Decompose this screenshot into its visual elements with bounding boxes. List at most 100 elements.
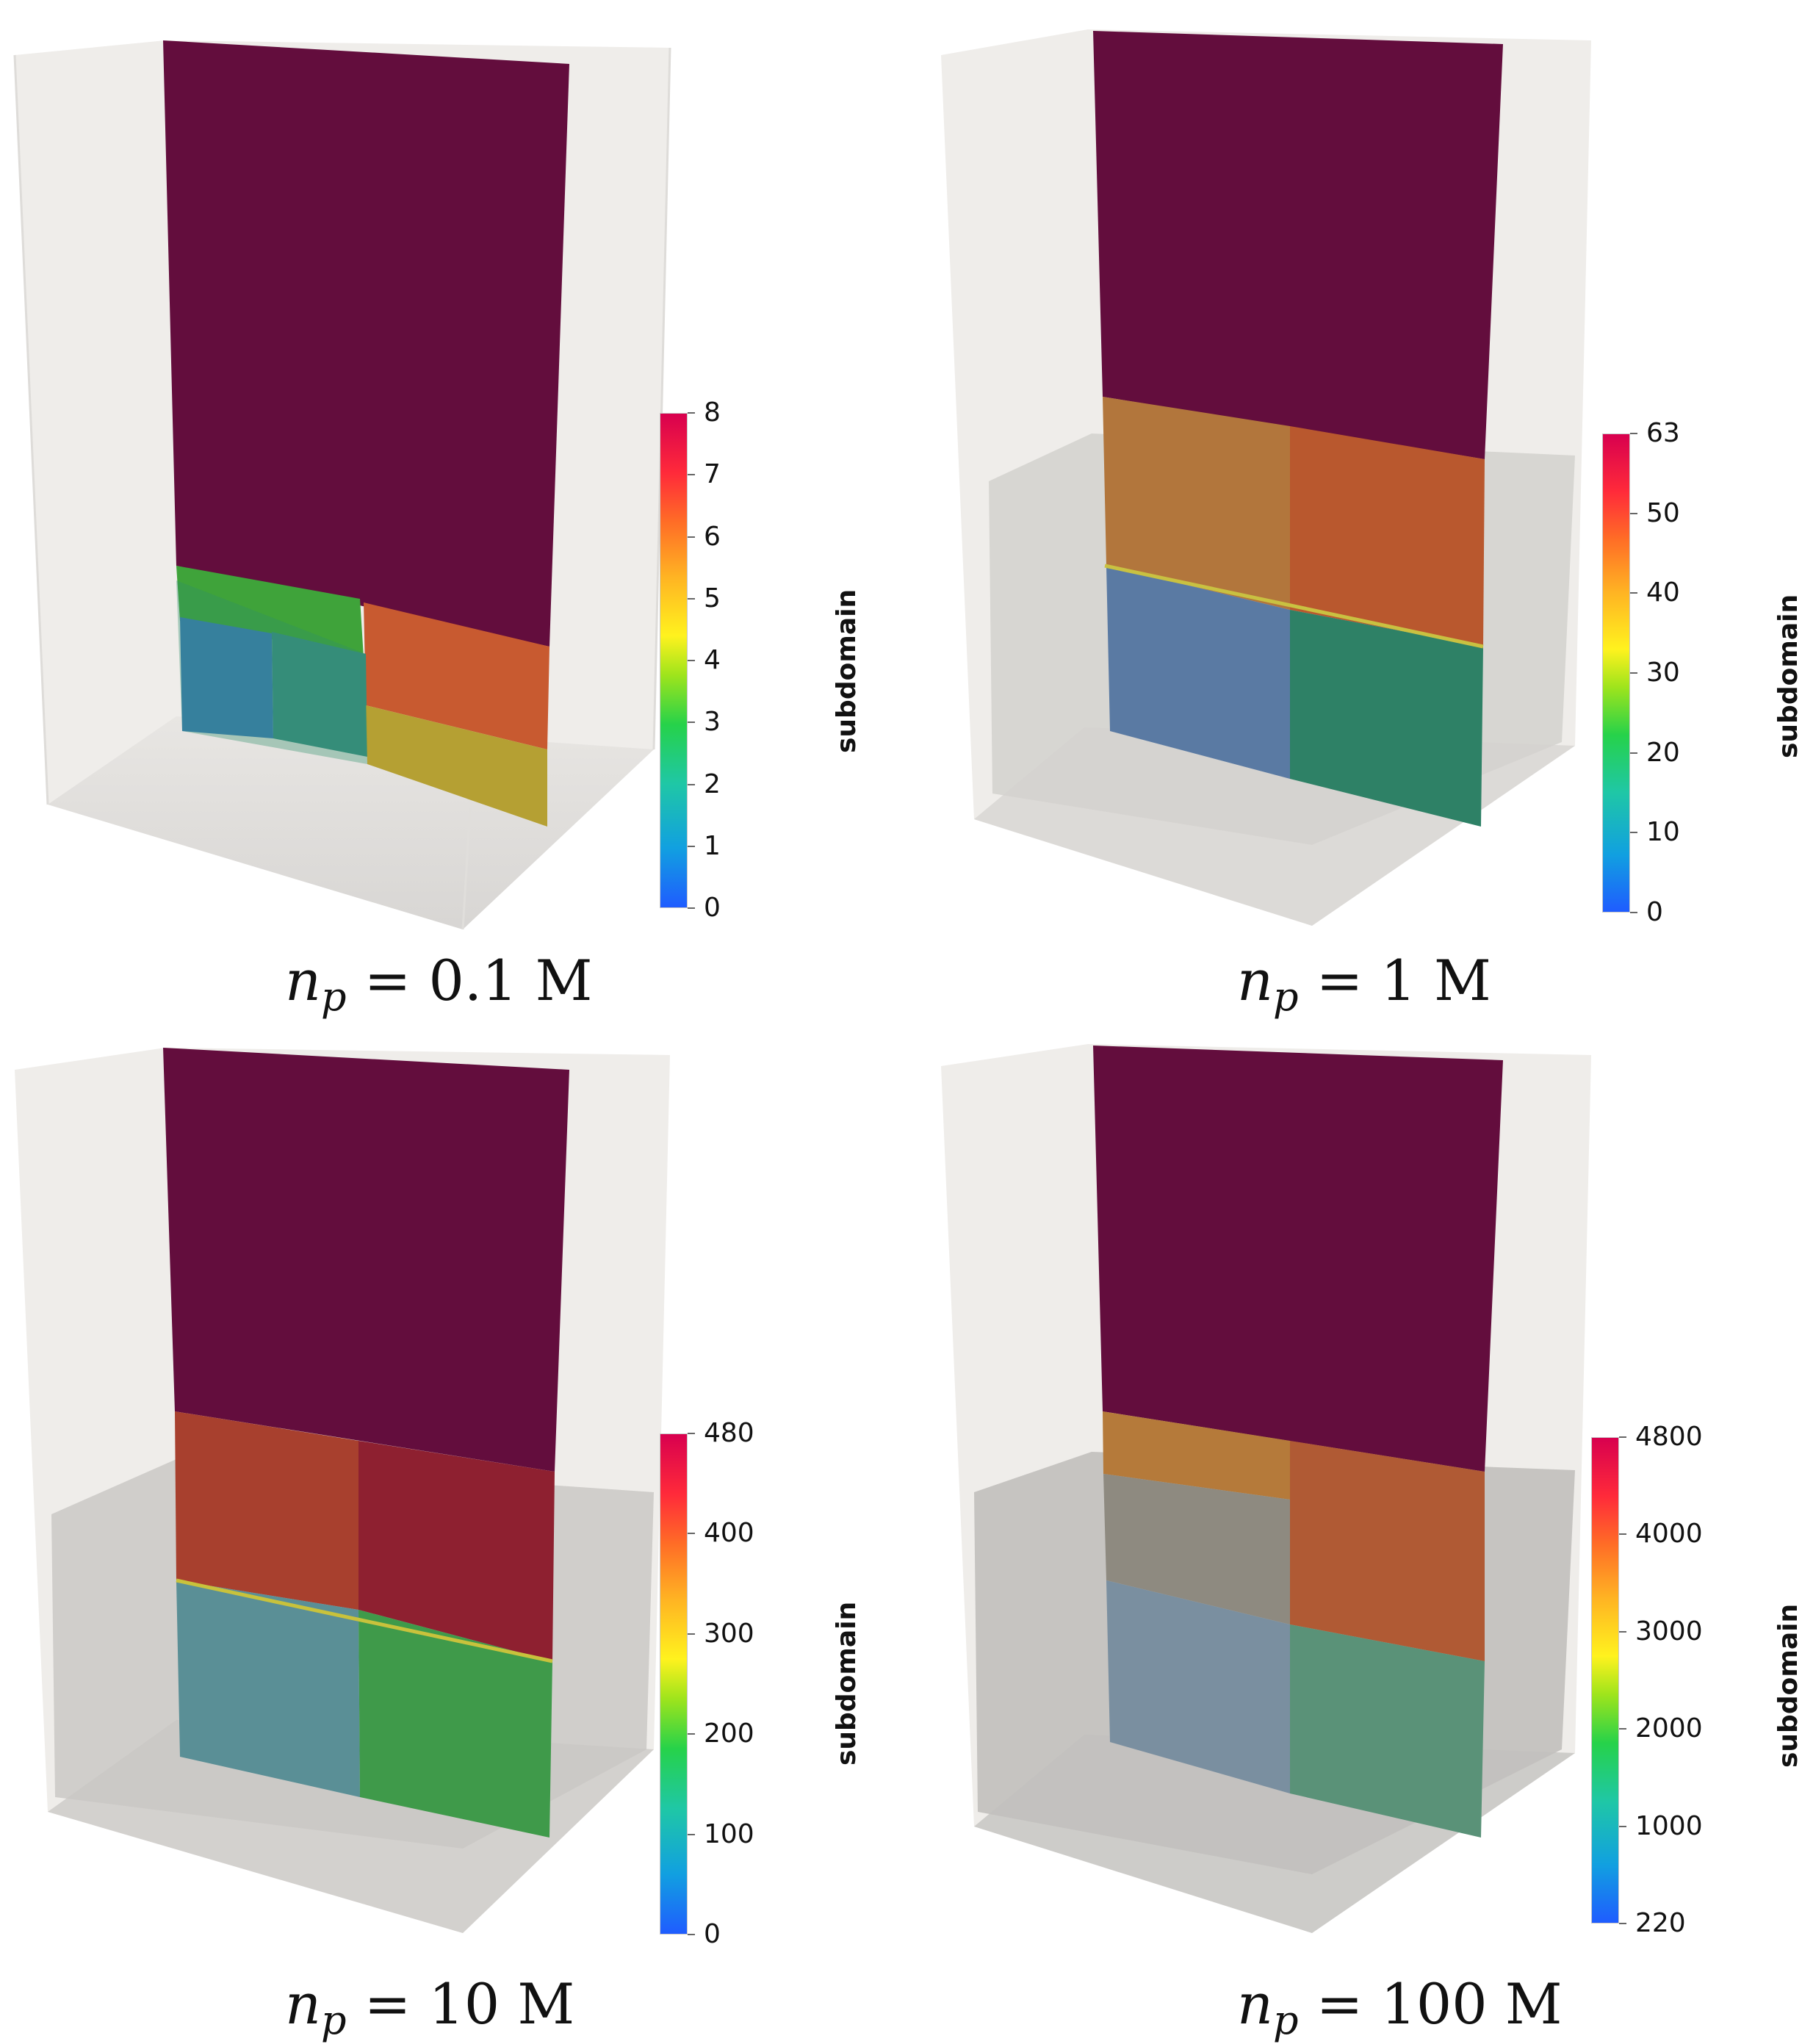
colorbar-tick-mark xyxy=(688,1633,695,1635)
slice-region-yellow xyxy=(366,705,547,827)
colorbar-tick-mark xyxy=(688,1934,695,1935)
render-view xyxy=(941,1044,1591,1933)
caption-subscript: p xyxy=(1272,1997,1299,2043)
colorbar-tick-mark xyxy=(688,597,695,600)
colorbar-gradient xyxy=(1602,433,1630,913)
colorbar-tick-label: 3 xyxy=(704,707,721,738)
caption-subscript: p xyxy=(320,1997,347,2043)
colorbar-tick-label: 30 xyxy=(1646,658,1680,688)
colorbar-tick-mark xyxy=(688,474,695,476)
colorbar-tick-mark xyxy=(1630,672,1637,674)
colorbar-tick-label: 63 xyxy=(1646,418,1680,448)
colorbar-tick-label: 4 xyxy=(704,645,721,675)
slice-region-teal xyxy=(176,1580,360,1797)
colorbar-tick-mark xyxy=(1619,1825,1626,1827)
colorbar-tick-label: 0 xyxy=(704,1919,721,1949)
colorbar-tick-label: 1 xyxy=(704,830,721,861)
slice-region-green xyxy=(1290,610,1483,827)
colorbar-tick-label: 480 xyxy=(704,1418,754,1448)
colorbar-tick-mark xyxy=(1619,1728,1626,1730)
colorbar-title: subdomain xyxy=(832,1601,862,1766)
colorbar-tick-label: 200 xyxy=(704,1719,754,1749)
colorbar-tick-label: 20 xyxy=(1646,737,1680,768)
slice-region-blue xyxy=(1106,1580,1290,1793)
slice-region-orange-right xyxy=(1290,426,1485,647)
colorbar-tick-label: 1000 xyxy=(1635,1810,1703,1841)
colorbar-tick-label: 2 xyxy=(704,769,721,799)
caption-variable: n xyxy=(285,1971,321,2037)
panel-caption: np = 0.1 M xyxy=(285,948,592,1020)
slice-region-haze xyxy=(1103,1474,1290,1624)
render-view xyxy=(13,40,671,930)
colorbar-gradient xyxy=(1591,1437,1619,1924)
colorbar-tick-label: 220 xyxy=(1635,1908,1686,1938)
caption-value: = 1 M xyxy=(1316,948,1491,1013)
slice-region-orange-right xyxy=(1290,1441,1485,1661)
colorbar-tick-label: 40 xyxy=(1646,577,1680,608)
slice-region-red-right xyxy=(358,1441,555,1661)
colorbar-tick-mark xyxy=(1619,1630,1626,1633)
colorbar-title: subdomain xyxy=(832,589,862,753)
caption-value: = 0.1 M xyxy=(364,948,593,1013)
slice-top-region xyxy=(1093,1046,1503,1472)
colorbar-tick-mark xyxy=(1630,752,1637,754)
colorbar-tick-mark xyxy=(1619,1533,1626,1536)
colorbar-tick-label: 50 xyxy=(1646,497,1680,528)
slice-region-teal xyxy=(272,632,367,757)
colorbar-tick-mark xyxy=(688,660,695,661)
colorbar-tick-mark xyxy=(688,907,695,909)
colorbar-tick-mark xyxy=(688,536,695,538)
colorbar-tick-mark xyxy=(1619,1923,1626,1924)
slice-region-blue xyxy=(180,617,273,738)
slice-region-red-left xyxy=(175,1411,358,1610)
colorbar-tick-label: 100 xyxy=(704,1818,754,1849)
colorbar-tick-label: 400 xyxy=(704,1518,754,1549)
colorbar-tick-mark xyxy=(688,412,695,414)
colorbar-tick-label: 4800 xyxy=(1635,1422,1703,1452)
colorbar-tick-mark xyxy=(1630,512,1637,514)
colorbar-tick-mark xyxy=(688,721,695,724)
colorbar-tick-label: 4000 xyxy=(1635,1519,1703,1550)
panel-np-0-1M: 0 1 2 3 4 5 6 7 8 subdomain np = 0.1 M xyxy=(0,0,901,1022)
panel-caption: np = 1 M xyxy=(1237,948,1491,1020)
panel-np-1M: 0 10 20 30 40 50 63 subdomain np = 1 M xyxy=(901,0,1802,1022)
colorbar-gradient xyxy=(660,1433,688,1935)
colorbar-tick-mark xyxy=(1619,1436,1626,1438)
caption-value: = 10 M xyxy=(364,1971,575,2037)
slice-top-region xyxy=(1093,31,1503,459)
caption-variable: n xyxy=(1237,948,1273,1013)
slice-top-region xyxy=(163,1048,569,1472)
colorbar-tick-label: 8 xyxy=(704,397,721,428)
colorbar-tick-label: 6 xyxy=(704,521,721,552)
colorbar-tick-mark xyxy=(688,1533,695,1535)
colorbar-tick-label: 7 xyxy=(704,459,721,490)
slice-top-region xyxy=(163,40,569,647)
colorbar-tick-mark xyxy=(1630,832,1637,834)
colorbar-tick-label: 5 xyxy=(704,583,721,613)
colorbar-tick-mark xyxy=(688,845,695,847)
slice-region-green xyxy=(358,1610,552,1838)
colorbar-tick-mark xyxy=(688,1433,695,1434)
panel-caption: np = 100 M xyxy=(1237,1971,1563,2043)
colorbar-tick-mark xyxy=(688,1733,695,1735)
panel-np-10M: 0 100 200 300 400 480 subdomain np = 10 M xyxy=(0,1022,901,2044)
colorbar-tick-mark xyxy=(1630,592,1637,594)
slice-region-blue xyxy=(1106,566,1290,779)
slice-region-green xyxy=(1290,1624,1485,1838)
colorbar-tick-label: 10 xyxy=(1646,817,1680,848)
caption-subscript: p xyxy=(320,974,347,1020)
panel-caption: np = 10 M xyxy=(285,1971,574,2043)
colorbar-tick-label: 2000 xyxy=(1635,1713,1703,1744)
caption-value: = 100 M xyxy=(1316,1971,1563,2037)
render-view xyxy=(941,29,1591,926)
colorbar-tick-mark xyxy=(1630,912,1637,913)
colorbar-tick-label: 0 xyxy=(704,893,721,923)
slice-region-green xyxy=(176,566,364,658)
colorbar-gradient xyxy=(660,413,688,908)
colorbar-tick-mark xyxy=(1630,433,1637,434)
panel-np-100M: 220 1000 2000 3000 4000 4800 subdomain np = 1… xyxy=(901,1022,1802,2044)
slice-region-orange xyxy=(364,602,549,749)
render-view xyxy=(15,1048,670,1933)
caption-variable: n xyxy=(1237,1971,1273,2037)
colorbar-tick-label: 0 xyxy=(1646,897,1663,927)
